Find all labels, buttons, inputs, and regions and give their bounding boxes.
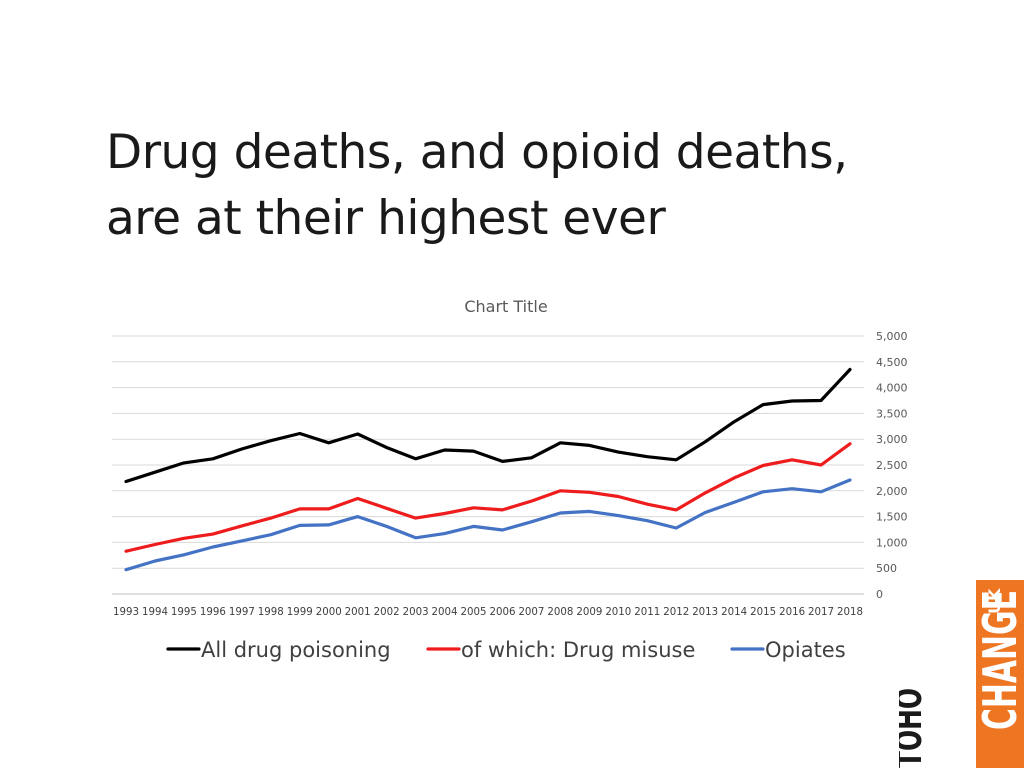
x-tick-label: 2017 — [808, 606, 834, 618]
x-tick-label: 2004 — [432, 606, 458, 618]
toho-change-uk-logo: TOHO CHANGE UK — [899, 580, 1024, 768]
x-tick-label: 2012 — [663, 606, 689, 618]
x-tick-label: 2010 — [605, 606, 631, 618]
x-tick-label: 2011 — [634, 606, 660, 618]
x-tick-label: 2015 — [750, 606, 776, 618]
logo-left-bg — [899, 688, 962, 768]
x-tick-label: 2001 — [345, 606, 371, 618]
x-tick-label: 2005 — [461, 606, 487, 618]
slide-title: Drug deaths, and opioid deaths, are at t… — [106, 120, 986, 252]
chart-title: Chart Title — [464, 297, 547, 316]
slide-title-line-1: Drug deaths, and opioid deaths, — [106, 125, 848, 180]
y-tick-label: 1,500 — [876, 511, 908, 524]
x-tick-label: 1999 — [287, 606, 313, 618]
x-tick-label: 2007 — [518, 606, 544, 618]
x-tick-label: 2009 — [576, 606, 602, 618]
y-tick-label: 3,500 — [876, 407, 908, 420]
x-tick-label: 2008 — [547, 606, 573, 618]
logo-superscript-text: UK — [985, 588, 1004, 614]
y-tick-label: 3,000 — [876, 433, 908, 446]
x-tick-label: 1997 — [229, 606, 255, 618]
x-tick-label: 2000 — [316, 606, 342, 618]
x-tick-label: 1993 — [113, 606, 139, 618]
y-tick-label: 2,500 — [876, 459, 908, 472]
series-line-all-drug-poisoning — [124, 367, 852, 484]
logo-left-text: TOHO — [899, 688, 930, 768]
x-tick-label: 2018 — [837, 606, 863, 618]
legend-label: All drug poisoning — [201, 638, 391, 662]
x-tick-label: 2014 — [721, 606, 747, 618]
legend-label: of which: Drug misuse — [461, 638, 695, 662]
y-tick-label: 2,000 — [876, 485, 908, 498]
x-tick-label: 2002 — [374, 606, 400, 618]
logo-right-text: CHANGE — [973, 590, 1024, 730]
legend-label: Opiates — [765, 638, 846, 662]
x-tick-label: 1996 — [200, 606, 226, 618]
x-tick-label: 2006 — [489, 606, 515, 618]
y-tick-label: 0 — [876, 588, 883, 601]
x-tick-label: 2016 — [779, 606, 805, 618]
series-line-opiates — [124, 478, 852, 572]
series-line-of-which-drug-misuse — [124, 442, 852, 553]
y-tick-label: 4,500 — [876, 356, 908, 369]
x-tick-label: 2003 — [403, 606, 429, 618]
y-tick-label: 4,000 — [876, 382, 908, 395]
y-tick-label: 1,000 — [876, 536, 908, 549]
y-tick-label: 500 — [876, 562, 897, 575]
x-tick-label: 2013 — [692, 606, 718, 618]
x-tick-label: 1995 — [171, 606, 197, 618]
x-tick-label: 1994 — [142, 606, 168, 618]
slide-title-line-2: are at their highest ever — [106, 191, 666, 246]
y-tick-label: 5,000 — [876, 330, 908, 343]
logo-right-bg — [976, 580, 1024, 768]
x-tick-label: 1998 — [258, 606, 284, 618]
